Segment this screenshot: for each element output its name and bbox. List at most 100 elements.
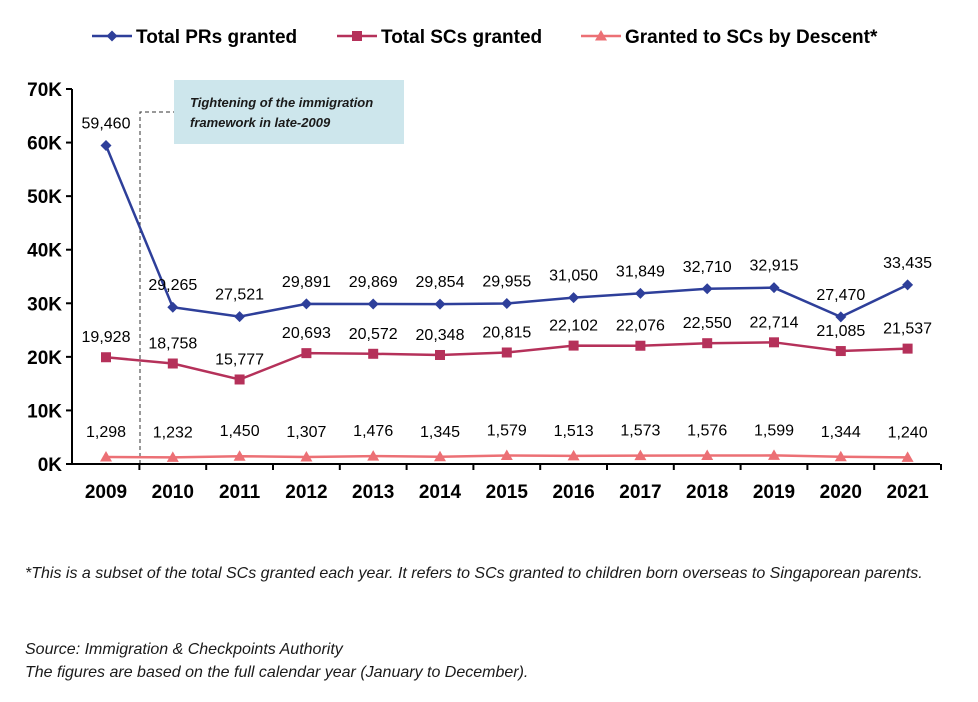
- y-tick-label: 50K: [27, 187, 62, 208]
- data-point-3: [300, 450, 313, 462]
- annotation-box: [174, 80, 404, 144]
- data-label-pr: 27,470: [816, 287, 865, 304]
- x-tick-label: 2020: [820, 482, 862, 503]
- data-point-3: [434, 450, 446, 462]
- data-point-1: [100, 139, 112, 151]
- y-tick-label: 40K: [27, 241, 62, 262]
- data-label-sc: 22,076: [616, 318, 665, 335]
- data-point-2: [635, 340, 646, 351]
- data-point-2: [368, 348, 379, 359]
- data-point-2: [167, 358, 178, 369]
- data-point-1: [634, 287, 646, 299]
- x-tick-label: 2019: [753, 482, 795, 503]
- data-label-pr: 59,460: [82, 115, 131, 132]
- data-point-1: [434, 298, 446, 310]
- source-line: Source: Immigration & Checkpoints Author…: [25, 641, 343, 658]
- data-label-pr: 29,955: [482, 274, 531, 291]
- data-label-sc: 22,102: [549, 318, 598, 335]
- data-label-sc: 19,928: [82, 329, 131, 346]
- data-label-sc: 22,550: [683, 315, 732, 332]
- y-tick-label: 10K: [27, 401, 62, 422]
- data-label-sc: 22,714: [750, 314, 799, 331]
- data-point-3: [634, 449, 647, 461]
- data-label-descent: 1,599: [754, 422, 794, 439]
- data-point-2: [101, 352, 111, 363]
- data-label-descent: 1,576: [687, 423, 727, 440]
- x-tick-label: 2011: [219, 482, 261, 503]
- data-point-2: [835, 346, 846, 357]
- footnote-source: Source: Immigration & Checkpoints Author…: [25, 638, 960, 684]
- data-label-pr: 29,854: [416, 274, 465, 291]
- data-point-2: [501, 347, 512, 358]
- data-point-1: [167, 301, 179, 313]
- data-label-descent: 1,298: [86, 424, 126, 441]
- x-tick-label: 2013: [352, 482, 394, 503]
- y-tick-label: 60K: [27, 134, 62, 155]
- legend-label-2: Total SCs granted: [381, 27, 542, 48]
- axes: 0K 10K 20K 30K 40K 50K 60K 70K 2009 2010 2011 2012 2…: [27, 80, 942, 503]
- data-label-pr: 31,849: [616, 263, 665, 280]
- data-label-sc: 20,348: [416, 327, 465, 344]
- data-point-2: [435, 349, 445, 360]
- data-point-2: [301, 348, 312, 359]
- data-point-1: [300, 298, 312, 310]
- x-tick-label: 2010: [152, 482, 194, 503]
- period-line: The figures are based on the full calend…: [25, 664, 529, 681]
- data-label-descent: 1,344: [821, 424, 861, 441]
- data-point-3: [567, 449, 580, 461]
- annotation-text-1: Tightening of the immigration: [190, 95, 373, 110]
- data-label-descent: 1,476: [353, 423, 393, 440]
- data-label-sc: 20,693: [282, 325, 331, 342]
- data-point-1: [835, 311, 847, 323]
- footnote-subset: *This is a subset of the total SCs grant…: [25, 565, 923, 582]
- data-point-3: [768, 449, 780, 460]
- data-point-3: [166, 451, 179, 462]
- data-point-1: [902, 279, 914, 291]
- data-label-descent: 1,240: [888, 424, 928, 441]
- y-tick-label: 20K: [27, 348, 62, 369]
- data-label-sc: 21,537: [883, 321, 932, 338]
- series-layer: [100, 139, 914, 462]
- x-tick-label: 2018: [686, 482, 728, 503]
- data-label-sc: 21,085: [816, 323, 865, 340]
- data-label-descent: 1,573: [620, 423, 660, 440]
- line-chart: Total PRs granted Total SCs granted Grante…: [27, 27, 942, 503]
- data-point-2: [769, 337, 779, 348]
- annotation-text-2: framework in late-2009: [190, 115, 331, 130]
- data-label-descent: 1,307: [286, 424, 326, 441]
- x-tick-label: 2012: [285, 482, 327, 503]
- y-tick-label: 30K: [27, 294, 62, 315]
- data-label-pr: 33,435: [883, 255, 932, 272]
- annotation: Tightening of the immigration framework i…: [139, 80, 404, 464]
- x-tick-label: 2017: [619, 482, 661, 503]
- data-point-3: [500, 449, 513, 461]
- data-labels: 59,460 29,265 27,521 29,891 29,869 29,854 29,9…: [82, 115, 933, 441]
- data-point-1: [568, 292, 580, 304]
- data-point-2: [568, 340, 579, 351]
- x-tick-label: 2015: [486, 482, 529, 503]
- data-label-descent: 1,513: [554, 423, 594, 440]
- data-label-pr: 31,050: [549, 268, 598, 285]
- legend-marker-3: [595, 30, 607, 41]
- legend-marker-2: [352, 31, 362, 41]
- data-point-2: [902, 343, 913, 354]
- data-label-descent: 1,579: [487, 423, 527, 440]
- data-point-2: [234, 374, 245, 385]
- data-label-sc: 15,777: [215, 351, 264, 368]
- y-tick-label: 0K: [38, 455, 63, 476]
- data-label-pr: 29,265: [148, 277, 197, 294]
- data-point-3: [901, 451, 914, 462]
- data-label-pr: 27,521: [215, 287, 264, 304]
- y-tick-label: 70K: [27, 80, 62, 101]
- data-point-3: [100, 451, 112, 462]
- data-point-3: [233, 450, 246, 461]
- data-point-1: [234, 311, 246, 323]
- data-label-pr: 32,710: [683, 259, 732, 276]
- x-tick-label: 2021: [886, 482, 929, 503]
- data-point-2: [702, 338, 713, 349]
- x-tick-label: 2016: [552, 482, 594, 503]
- data-point-1: [701, 283, 713, 295]
- data-label-sc: 18,758: [148, 336, 197, 353]
- legend: Total PRs granted Total SCs granted Grante…: [92, 27, 878, 48]
- data-label-pr: 32,915: [750, 258, 799, 275]
